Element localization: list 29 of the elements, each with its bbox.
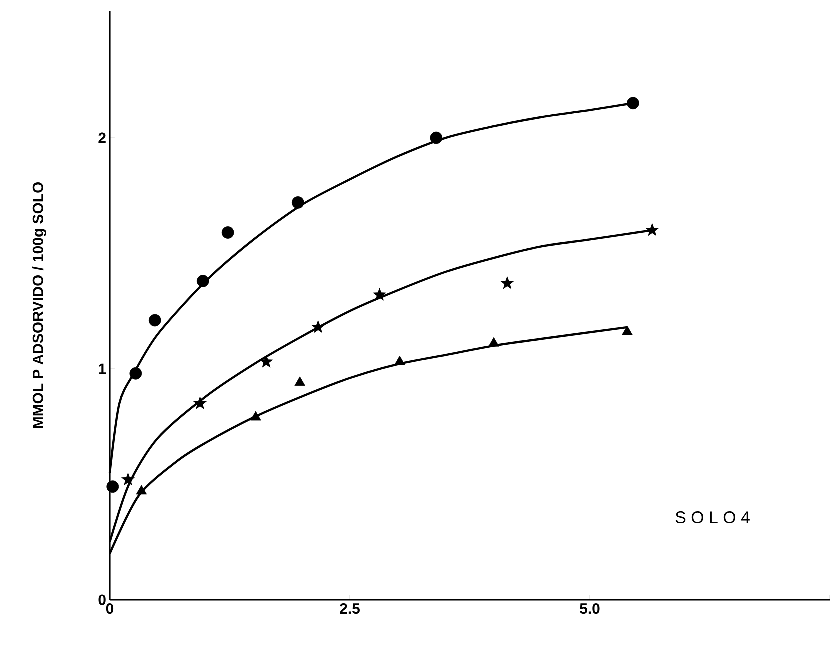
point — [372, 288, 387, 301]
x-tick-label: 5.0 — [580, 604, 600, 614]
point — [260, 354, 274, 368]
point — [622, 326, 633, 336]
y-tick-label: 0 — [98, 594, 106, 606]
point — [222, 226, 234, 239]
point — [250, 411, 262, 421]
point — [136, 485, 148, 495]
point — [430, 132, 443, 144]
point — [196, 275, 210, 288]
point — [148, 314, 162, 327]
x-tick-label: 2.5 — [340, 604, 360, 614]
point — [106, 480, 120, 493]
point — [500, 276, 514, 290]
y-tick-label: 1 — [99, 364, 106, 374]
annotation: S O L O 4 — [676, 512, 750, 524]
point — [294, 376, 306, 386]
point — [488, 337, 500, 347]
point — [627, 97, 640, 110]
point — [121, 472, 136, 486]
y-axis-title: MMOL P ADSORVIDO / 100g SOLO — [32, 182, 46, 428]
point — [646, 223, 660, 236]
point — [292, 196, 304, 209]
x-tick-label: 0 — [106, 604, 114, 614]
point — [130, 367, 142, 380]
point — [312, 320, 326, 334]
point — [193, 396, 208, 410]
y-tick-label: 2 — [98, 132, 106, 144]
point — [394, 356, 406, 366]
